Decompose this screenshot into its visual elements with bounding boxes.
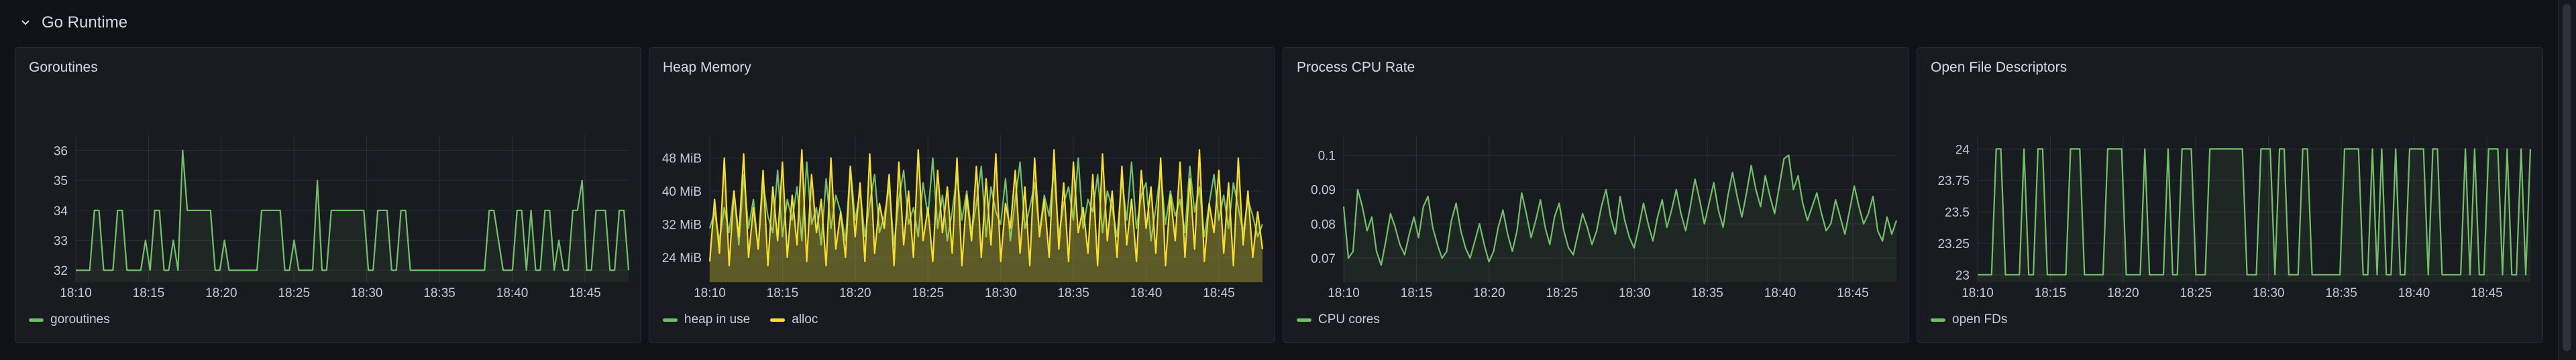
x-tick-label: 18:15 xyxy=(2035,286,2067,300)
x-tick-label: 18:40 xyxy=(496,286,529,300)
x-tick-label: 18:10 xyxy=(694,286,726,300)
panel-title: Goroutines xyxy=(29,60,98,75)
y-tick-label: 0.1 xyxy=(1318,149,1336,163)
legend-label: goroutines xyxy=(50,312,110,326)
x-tick-label: 18:30 xyxy=(1619,286,1651,300)
panel-open-file-descriptors[interactable]: Open File Descriptors 23 23.25 23.5 23.75 24… xyxy=(1917,47,2543,343)
x-tick-label: 18:30 xyxy=(2253,286,2285,300)
x-tick-label: 18:20 xyxy=(2107,286,2139,300)
panel-heap-memory[interactable]: Heap Memory 24 MiB 32 MiB 40 MiB 48 MiB 18:1… xyxy=(649,47,1275,343)
y-tick-label: 40 MiB xyxy=(662,185,702,199)
x-tick-label: 18:35 xyxy=(423,286,455,300)
x-tick-label: 18:25 xyxy=(2180,286,2212,300)
x-tick-label: 18:45 xyxy=(2471,286,2503,300)
x-tick-label: 18:35 xyxy=(1057,286,1089,300)
legend-item[interactable]: open FDs xyxy=(1931,312,2007,327)
panel-title: Heap Memory xyxy=(663,60,751,75)
series-line xyxy=(1342,154,1898,266)
legend-swatch xyxy=(770,318,786,322)
x-tick-label: 18:20 xyxy=(839,286,871,300)
x-tick-label: 18:10 xyxy=(60,286,92,300)
x-tick-label: 18:25 xyxy=(912,286,944,300)
panel-goroutines[interactable]: Goroutines 32 33 34 35 36 18:10 18:15 18:20 18:2… xyxy=(15,47,641,343)
y-tick-label: 23.75 xyxy=(1937,174,1970,188)
legend-item[interactable]: CPU cores xyxy=(1297,312,1380,327)
series-area xyxy=(710,158,1263,282)
legend-label: alloc xyxy=(792,312,818,326)
series-area xyxy=(1978,149,2530,282)
x-tick-label: 18:10 xyxy=(1328,286,1360,300)
series-area xyxy=(1344,155,1896,282)
series-area xyxy=(710,149,1263,282)
y-tick-label: 36 xyxy=(54,144,68,158)
legend: CPU cores xyxy=(1297,312,1380,327)
chart-goroutines: 32 33 34 35 36 18:10 18:15 18:20 18:25 18:30 18:35… xyxy=(54,135,630,300)
y-tick-label: 24 xyxy=(1955,143,1970,157)
legend-swatch xyxy=(29,318,44,322)
legend-label: heap in use xyxy=(684,312,751,326)
x-tick-label: 18:40 xyxy=(1130,286,1163,300)
y-tick-label: 34 xyxy=(54,204,68,219)
x-tick-label: 18:40 xyxy=(1764,286,1796,300)
x-tick-label: 18:40 xyxy=(2398,286,2430,300)
y-tick-label: 32 MiB xyxy=(662,219,702,233)
series-line xyxy=(1978,148,2532,276)
legend-label: CPU cores xyxy=(1318,312,1380,326)
y-tick-label: 23.5 xyxy=(1945,206,1970,220)
x-tick-label: 18:45 xyxy=(1203,286,1235,300)
x-tick-label: 18:15 xyxy=(1401,286,1433,300)
y-tick-label: 35 xyxy=(54,174,68,188)
panel-process-cpu-rate[interactable]: Process CPU Rate 0.07 0.08 0.09 0.1 18:10 18:… xyxy=(1283,47,1909,343)
legend-label: open FDs xyxy=(1952,312,2008,326)
scrollbar[interactable] xyxy=(2558,0,2576,360)
legend-swatch xyxy=(663,318,678,322)
x-tick-label: 18:45 xyxy=(1837,286,1869,300)
series-line xyxy=(708,157,1264,250)
x-tick-label: 18:35 xyxy=(2325,286,2357,300)
x-tick-label: 18:25 xyxy=(1546,286,1578,300)
series-line xyxy=(76,149,630,272)
y-tick-label: 33 xyxy=(54,234,68,248)
chevron-down-icon[interactable] xyxy=(20,17,31,28)
x-tick-label: 18:45 xyxy=(569,286,601,300)
x-tick-label: 18:35 xyxy=(1691,286,1723,300)
series-area xyxy=(76,150,629,282)
x-tick-label: 18:20 xyxy=(205,286,237,300)
chart-process-cpu-rate: 0.07 0.08 0.09 0.1 18:10 18:15 18:20 18:25 18:30… xyxy=(1311,135,1898,300)
x-tick-label: 18:10 xyxy=(1962,286,1994,300)
chart-heap-memory: 24 MiB 32 MiB 40 MiB 48 MiB 18:10 18:15 18:20 1… xyxy=(662,135,1264,300)
legend: goroutines xyxy=(29,312,110,327)
x-tick-label: 18:30 xyxy=(985,286,1017,300)
y-tick-label: 23.25 xyxy=(1937,237,1970,251)
x-tick-label: 18:15 xyxy=(767,286,799,300)
x-tick-label: 18:20 xyxy=(1473,286,1505,300)
legend-item[interactable]: goroutines xyxy=(29,312,110,327)
y-tick-label: 0.07 xyxy=(1311,252,1336,266)
legend: open FDs xyxy=(1931,312,2007,327)
legend-swatch xyxy=(1297,318,1311,322)
y-tick-label: 0.09 xyxy=(1311,184,1336,198)
legend-swatch xyxy=(1931,318,1945,322)
x-tick-label: 18:15 xyxy=(133,286,165,300)
legend: heap in use alloc xyxy=(663,312,818,327)
x-tick-label: 18:25 xyxy=(278,286,310,300)
scrollbar-thumb[interactable] xyxy=(2563,4,2571,351)
row-title: Go Runtime xyxy=(42,13,128,32)
panel-title: Process CPU Rate xyxy=(1297,60,1415,75)
y-tick-label: 0.08 xyxy=(1311,218,1336,232)
row-header[interactable]: Go Runtime xyxy=(20,11,127,35)
panel-title: Open File Descriptors xyxy=(1931,60,2068,75)
y-tick-label: 48 MiB xyxy=(662,152,702,166)
chart-open-file-descriptors: 23 23.25 23.5 23.75 24 18:10 18:15 18:20 18:25 18… xyxy=(1937,135,2532,300)
series-line xyxy=(708,149,1264,267)
legend-item[interactable]: heap in use xyxy=(663,312,750,327)
y-tick-label: 32 xyxy=(54,264,68,278)
y-tick-label: 23 xyxy=(1955,269,1970,283)
x-tick-label: 18:30 xyxy=(351,286,383,300)
y-tick-label: 24 MiB xyxy=(662,251,702,265)
legend-item[interactable]: alloc xyxy=(770,312,818,327)
